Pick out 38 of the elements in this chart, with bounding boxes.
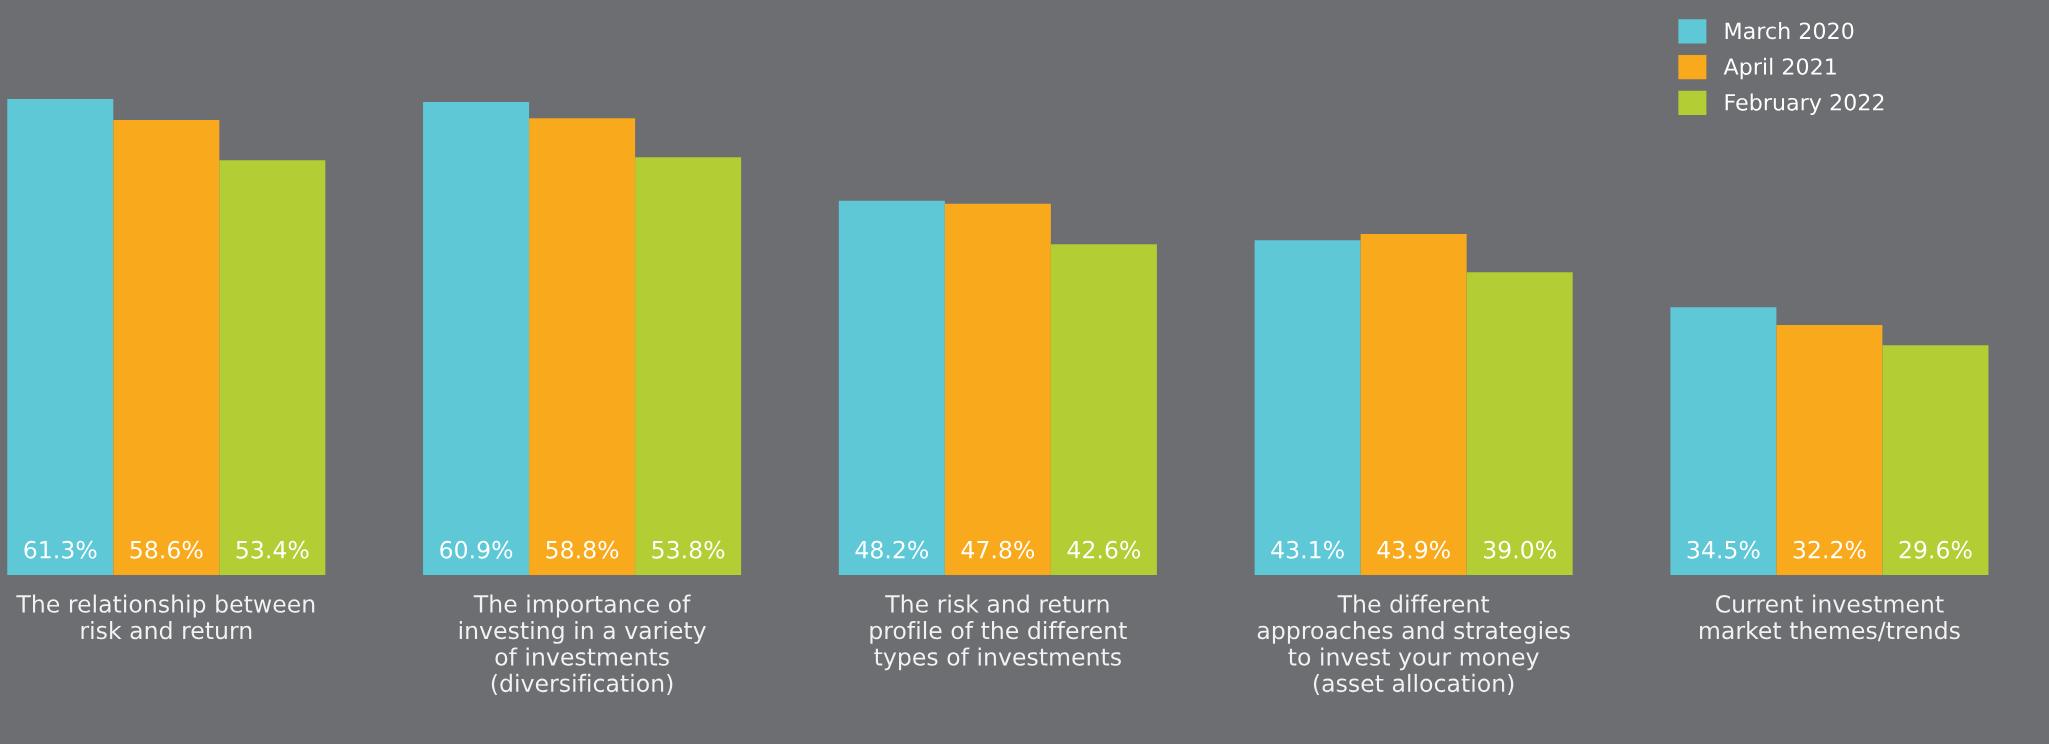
x-tick-label: The different approaches and strategies to invest your money (asset allocation) [1257, 594, 1570, 695]
bar [423, 102, 530, 576]
x-tick-label: The risk and return profile of the different types of investments [870, 594, 1127, 671]
bar [7, 98, 114, 576]
data-label: 34.5% [1687, 540, 1760, 559]
data-label: 42.6% [1067, 540, 1141, 559]
data-label: 60.9% [440, 540, 513, 559]
data-label: 29.6% [1899, 540, 1972, 559]
data-label: 58.8% [546, 540, 619, 559]
x-tick-label: The importance of investing in a variety of investments (diversification) [459, 594, 706, 695]
data-label: 61.3% [24, 540, 97, 559]
x-tick-label: Current investment market themes/trends [1700, 594, 1960, 642]
data-label: 43.9% [1377, 540, 1450, 559]
bar [1882, 345, 1989, 576]
bar [1670, 307, 1777, 576]
data-label: 43.1% [1271, 540, 1344, 559]
data-label: 47.8% [961, 540, 1035, 559]
legend-label: March 2020 [1725, 22, 1854, 40]
x-tick-label: The relationship between risk and return [16, 594, 315, 640]
data-label: 32.2% [1793, 540, 1866, 559]
bar [838, 200, 945, 576]
bar [635, 157, 742, 576]
data-label: 48.2% [855, 540, 929, 559]
legend-label: February 2022 [1725, 93, 1884, 115]
data-label: 39.0% [1483, 540, 1556, 559]
bar [1360, 234, 1467, 576]
bar [1050, 244, 1157, 576]
data-label: 53.4% [236, 540, 309, 559]
bar [944, 203, 1051, 576]
bar [1776, 324, 1883, 576]
data-label: 58.6% [130, 540, 203, 559]
bar [529, 118, 636, 576]
bar [1466, 272, 1573, 576]
data-label: 53.8% [652, 540, 725, 559]
bar [219, 160, 326, 576]
legend-label: April 2021 [1723, 57, 1836, 80]
bar [1254, 240, 1361, 576]
bar [113, 119, 220, 576]
